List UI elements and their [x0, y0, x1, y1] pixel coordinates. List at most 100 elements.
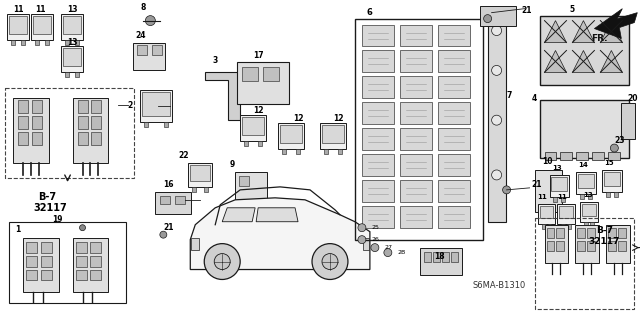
Bar — [22, 238, 59, 293]
Bar — [547, 224, 552, 229]
Bar — [322, 125, 344, 143]
Circle shape — [371, 244, 379, 252]
Bar — [40, 256, 52, 267]
Bar — [575, 225, 600, 263]
Bar — [192, 187, 196, 192]
Bar — [438, 25, 470, 47]
Bar — [76, 256, 86, 267]
Bar — [618, 241, 627, 251]
Bar — [438, 180, 470, 202]
Text: 6: 6 — [367, 8, 373, 17]
Bar — [442, 252, 449, 262]
Bar — [74, 72, 79, 78]
Bar — [362, 180, 394, 202]
Bar — [438, 50, 470, 72]
Bar — [65, 72, 68, 78]
Bar — [554, 197, 557, 202]
Circle shape — [492, 26, 502, 35]
Bar — [355, 19, 483, 240]
Bar — [400, 50, 432, 72]
Bar — [561, 197, 566, 202]
Bar — [609, 152, 620, 160]
Circle shape — [322, 254, 338, 270]
Bar — [40, 241, 52, 253]
Polygon shape — [600, 21, 622, 42]
Bar — [31, 116, 42, 129]
Bar — [362, 25, 394, 47]
Bar — [550, 175, 570, 197]
Bar — [618, 228, 627, 238]
Bar — [45, 40, 49, 45]
Circle shape — [145, 16, 156, 26]
Bar — [438, 206, 470, 228]
Bar — [33, 16, 51, 33]
Bar — [488, 13, 506, 222]
Bar — [577, 152, 588, 160]
Bar — [140, 90, 172, 122]
Text: S6MA-B1310: S6MA-B1310 — [473, 281, 526, 290]
Bar — [577, 228, 586, 238]
Bar — [588, 228, 595, 238]
Bar — [204, 187, 208, 192]
Bar — [362, 50, 394, 72]
Text: 12: 12 — [333, 114, 343, 123]
Circle shape — [160, 231, 167, 238]
Bar — [362, 206, 394, 228]
Circle shape — [79, 225, 86, 231]
Circle shape — [312, 244, 348, 279]
Bar — [561, 224, 566, 229]
Bar — [77, 116, 88, 129]
Polygon shape — [595, 9, 637, 39]
Text: 25: 25 — [372, 225, 380, 230]
Bar — [258, 141, 262, 146]
Bar — [557, 204, 575, 224]
Bar — [534, 170, 563, 212]
Circle shape — [214, 254, 230, 270]
Bar — [63, 16, 81, 33]
Bar — [72, 238, 108, 293]
Bar — [324, 149, 328, 154]
Bar — [540, 100, 629, 158]
Bar — [580, 202, 598, 222]
Bar — [577, 172, 596, 194]
Bar — [61, 14, 83, 40]
Bar — [92, 100, 102, 113]
Bar — [614, 192, 618, 197]
Bar — [534, 218, 634, 309]
Bar — [577, 241, 586, 251]
Bar — [72, 98, 108, 163]
Bar — [362, 154, 394, 176]
Bar — [538, 204, 556, 224]
Text: 10: 10 — [542, 158, 553, 167]
Bar — [552, 177, 568, 191]
Bar — [609, 241, 616, 251]
Text: 32117: 32117 — [34, 203, 67, 213]
Circle shape — [384, 249, 392, 256]
Bar — [190, 165, 210, 181]
Polygon shape — [205, 72, 240, 120]
Bar — [35, 40, 38, 45]
Text: 4: 4 — [532, 94, 537, 103]
Bar — [188, 163, 212, 187]
Circle shape — [611, 144, 618, 152]
Bar — [191, 238, 199, 249]
Bar — [320, 123, 346, 149]
Circle shape — [484, 15, 492, 23]
Bar — [588, 241, 595, 251]
Bar — [9, 16, 27, 33]
Bar — [90, 256, 102, 267]
Bar — [479, 6, 516, 26]
Text: 15: 15 — [605, 160, 614, 166]
Text: 26: 26 — [372, 237, 380, 242]
Bar — [438, 102, 470, 124]
Bar — [400, 154, 432, 176]
Bar — [74, 40, 79, 45]
Bar — [606, 192, 611, 197]
Bar — [90, 241, 102, 253]
Bar — [156, 192, 191, 214]
Bar — [584, 222, 588, 227]
Text: 2B: 2B — [398, 250, 406, 255]
Text: 21: 21 — [163, 223, 173, 232]
Bar — [588, 194, 593, 199]
Bar — [142, 92, 170, 116]
